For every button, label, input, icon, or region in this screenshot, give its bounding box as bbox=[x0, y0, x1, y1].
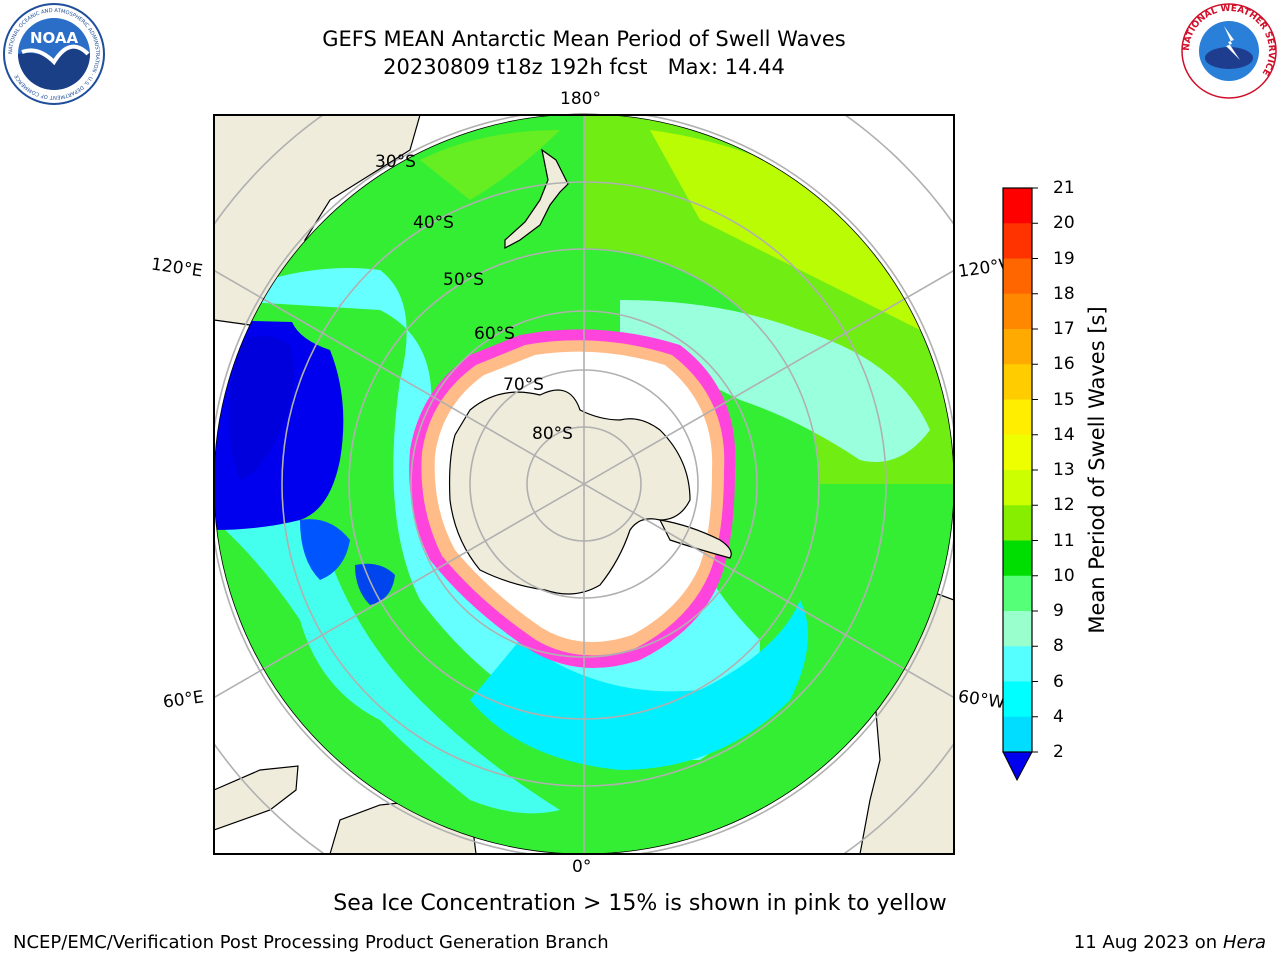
colorbar-tick-label: 14 bbox=[1053, 424, 1075, 445]
credit-branch: NCEP/EMC/Verification Post Processing Pr… bbox=[13, 932, 609, 953]
credit-date-text: 11 Aug 2023 on bbox=[1073, 932, 1218, 953]
sea-ice-note: Sea Ice Concentration > 15% is shown in … bbox=[333, 891, 947, 916]
colorbar-tick-label: 21 bbox=[1053, 178, 1075, 198]
colorbar-tick-label: 18 bbox=[1053, 283, 1075, 304]
map-title: GEFS MEAN Antarctic Mean Period of Swell… bbox=[322, 27, 846, 51]
map-subtitle: 20230809 t18z 192h fcst Max: 14.44 bbox=[383, 55, 785, 79]
colorbar-tick-label: 16 bbox=[1053, 354, 1075, 375]
noaa-wordmark: NOAA bbox=[30, 29, 79, 47]
credit-date: 11 Aug 2023 on Hera bbox=[1074, 932, 1266, 953]
colorbar-tick-label: 12 bbox=[1053, 495, 1075, 516]
colorbar-tick-label: 19 bbox=[1053, 248, 1075, 269]
colorbar-tick-label: 10 bbox=[1053, 565, 1075, 586]
credit-host: Hera bbox=[1222, 932, 1266, 953]
colorbar-tick-label: 20 bbox=[1053, 213, 1075, 234]
lat-label-40s: 40°S bbox=[413, 213, 454, 233]
colorbar-tick-label: 9 bbox=[1053, 601, 1064, 621]
colorbar-tick-label: 2 bbox=[1053, 742, 1064, 762]
lon-label-180: 180° bbox=[560, 89, 601, 109]
lat-label-70s: 70°S bbox=[503, 375, 544, 395]
new-zealand-land bbox=[504, 148, 569, 249]
colorbar-tick-label: 15 bbox=[1053, 389, 1075, 410]
colorbar-tick-label: 6 bbox=[1053, 671, 1064, 692]
nws-logo: NATIONAL WEATHER SERVICE bbox=[1181, 3, 1277, 99]
colorbar-tick-label: 11 bbox=[1053, 530, 1075, 551]
lat-label-50s: 50°S bbox=[443, 270, 484, 290]
map-frame bbox=[213, 114, 955, 855]
lat-label-60s: 60°S bbox=[474, 324, 515, 344]
madagascar-land bbox=[214, 765, 299, 831]
lat-label-30s: 30°S bbox=[375, 152, 416, 172]
lon-label-0: 0° bbox=[572, 857, 592, 877]
australia-land bbox=[214, 115, 421, 326]
colorbar-tick-label: 17 bbox=[1053, 319, 1075, 339]
graticule bbox=[214, 115, 954, 854]
colorbar-label: Mean Period of Swell Waves [s] bbox=[1085, 306, 1109, 634]
colorbar-tick-label: 8 bbox=[1053, 636, 1064, 657]
colorbar-tick-label: 13 bbox=[1053, 460, 1075, 480]
colorbar-tick-label: 4 bbox=[1053, 706, 1064, 727]
lat-label-80s: 80°S bbox=[532, 424, 573, 444]
noaa-logo: NOAA NATIONAL OCEANIC AND ATMOSPHERIC AD… bbox=[3, 3, 105, 105]
